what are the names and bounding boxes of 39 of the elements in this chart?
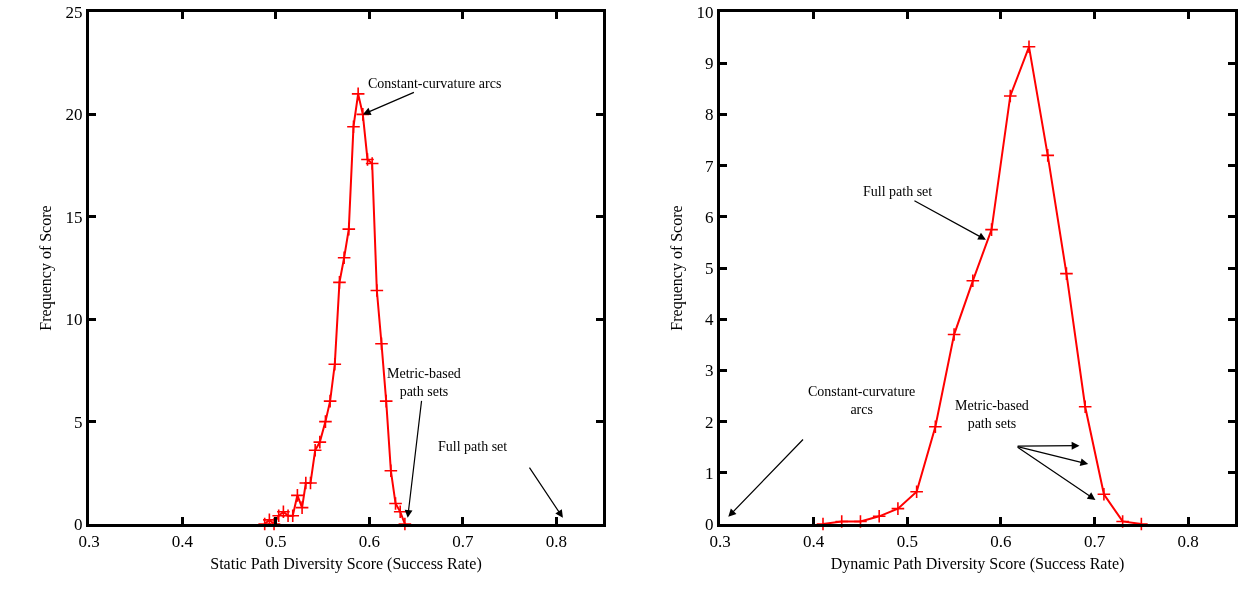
y-tick-label: 5 [705, 258, 714, 278]
x-tick-label: 0.5 [896, 532, 918, 552]
x-tick-label: 0.7 [1083, 532, 1106, 552]
y-tick-label: 10 [696, 2, 714, 22]
x-tick-label: 0.6 [990, 532, 1012, 552]
annotation: Constant-curvature arcs [808, 384, 916, 418]
y-tick-label: 4 [705, 310, 715, 330]
y-axis-title: Frequency of Score [37, 205, 56, 331]
y-tick-label: 0 [74, 514, 83, 534]
x-tick-label: 0.5 [265, 532, 287, 552]
y-tick-label: 25 [65, 2, 83, 22]
x-tick-label: 0.4 [171, 532, 194, 552]
y-tick-label: 3 [705, 361, 714, 381]
y-tick-label: 7 [705, 156, 715, 176]
annotation: Full path set [863, 184, 933, 199]
x-tick-label: 0.6 [358, 532, 380, 552]
annotation: Constant-curvature arcs [368, 76, 502, 91]
x-axis-title: Static Path Diversity Score (Success Rate) [210, 555, 482, 574]
y-tick-label: 2 [705, 412, 714, 432]
annotation: Full path set [438, 439, 508, 454]
x-tick-label: 0.3 [709, 532, 731, 552]
y-tick-label: 0 [705, 514, 714, 534]
y-tick-label: 10 [65, 310, 83, 330]
y-tick-label: 1 [705, 463, 714, 483]
y-tick-label: 5 [74, 412, 83, 432]
y-tick-label: 20 [65, 105, 83, 125]
annotation: Metric-based path sets [955, 398, 1029, 432]
y-tick-label: 8 [705, 105, 714, 125]
x-tick-label: 0.4 [803, 532, 825, 552]
y-tick-label: 9 [705, 54, 714, 74]
x-axis-title: Dynamic Path Diversity Score (Success Rate) [830, 555, 1125, 574]
x-tick-label: 0.8 [1177, 532, 1199, 552]
annotation: Metric-based path sets [387, 366, 461, 400]
y-axis-title: Frequency of Score [668, 205, 687, 331]
y-tick-label: 15 [65, 207, 83, 227]
x-tick-label: 0.3 [78, 532, 100, 552]
x-tick-label: 0.8 [545, 532, 567, 552]
x-tick-label: 0.7 [452, 532, 474, 552]
y-tick-label: 6 [705, 207, 714, 227]
